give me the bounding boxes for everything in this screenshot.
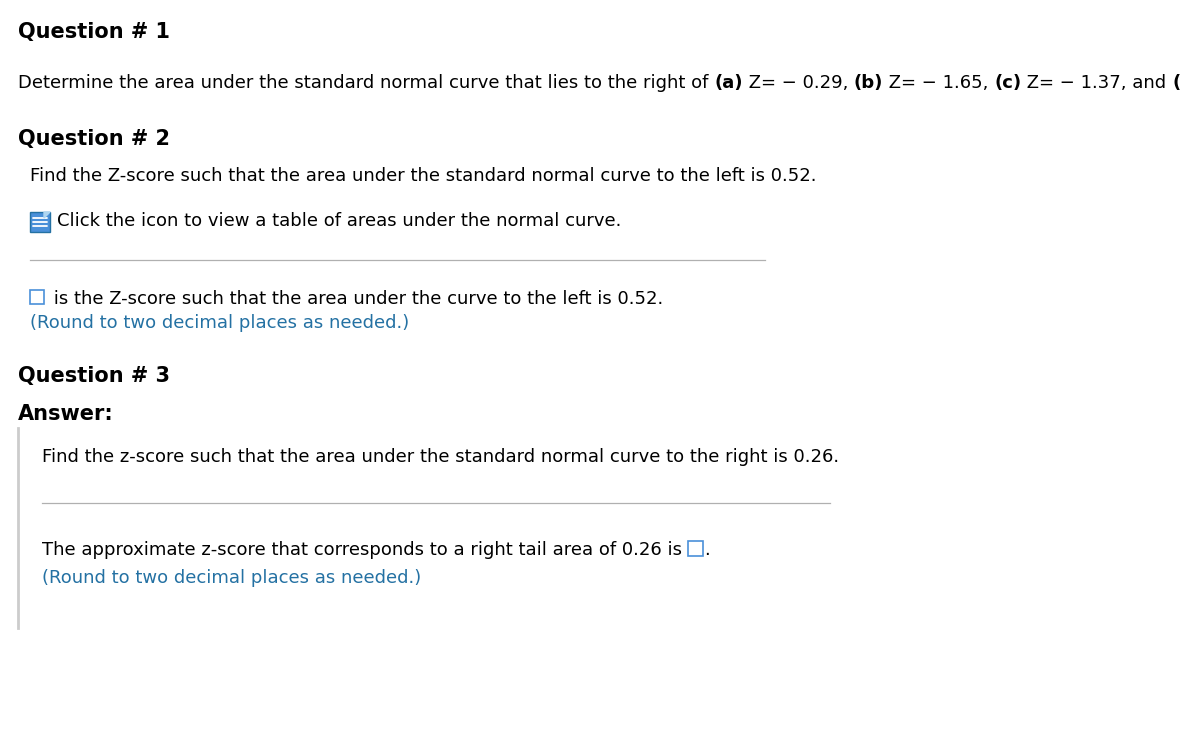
Text: Question # 2: Question # 2 [18,129,170,149]
Text: Question # 1: Question # 1 [18,22,170,42]
Text: (Round to two decimal places as needed.): (Round to two decimal places as needed.) [30,314,409,332]
Text: (d): (d) [1172,74,1180,92]
FancyBboxPatch shape [30,212,50,232]
Text: Determine the area under the standard normal curve that lies to the right of: Determine the area under the standard no… [18,74,714,92]
Text: Question # 3: Question # 3 [18,366,170,386]
Text: Z= − 0.29,: Z= − 0.29, [742,74,854,92]
Text: (Round to two decimal places as needed.): (Round to two decimal places as needed.) [42,569,421,587]
Text: Answer:: Answer: [18,404,113,424]
Bar [30,290,44,304]
Text: is the Z-score such that the area under the curve to the left is 0.52.: is the Z-score such that the area under … [48,290,663,308]
Polygon shape [44,212,50,218]
Text: Click the icon to view a table of areas under the normal curve.: Click the icon to view a table of areas … [57,212,622,230]
Text: Find the Z-score such that the area under the standard normal curve to the left : Find the Z-score such that the area unde… [30,167,817,185]
Text: Z= − 1.37, and: Z= − 1.37, and [1022,74,1172,92]
Bar [688,541,703,556]
Text: (b): (b) [854,74,883,92]
Text: .: . [703,541,709,559]
Text: The approximate z-score that corresponds to a right tail area of 0.26 is: The approximate z-score that corresponds… [42,541,688,559]
Text: Find the z-score such that the area under the standard normal curve to the right: Find the z-score such that the area unde… [42,448,839,466]
Text: (c): (c) [995,74,1022,92]
Text: (a): (a) [714,74,742,92]
Text: Z= − 1.65,: Z= − 1.65, [883,74,995,92]
